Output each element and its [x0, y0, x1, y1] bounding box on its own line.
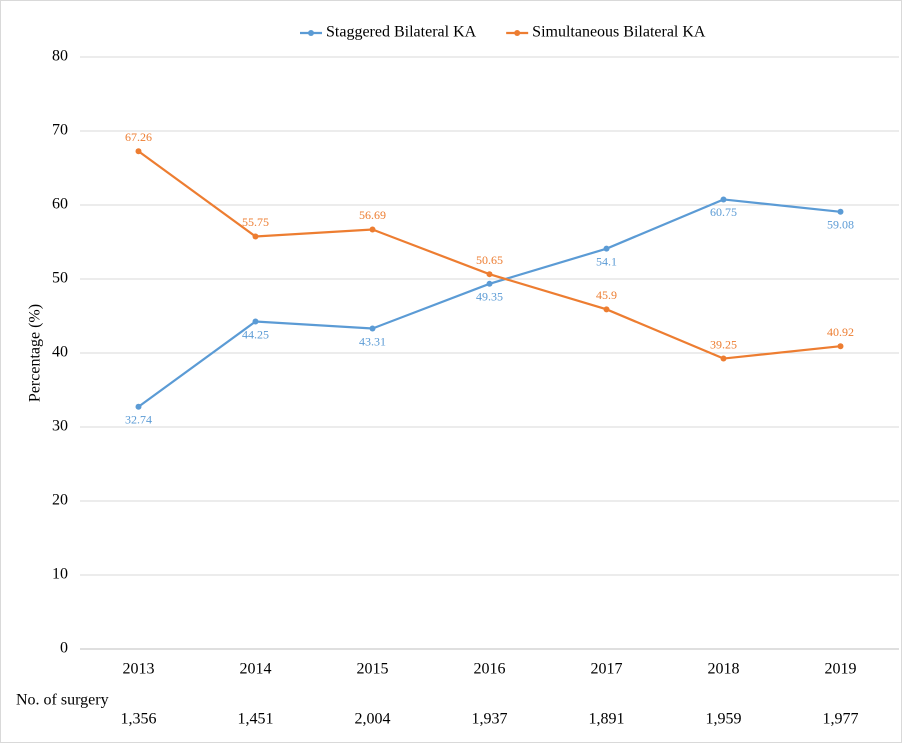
data-label: 39.25	[710, 337, 737, 351]
x-tick-label: 2013	[123, 661, 155, 678]
data-label: 67.26	[125, 130, 152, 144]
data-label: 56.69	[359, 208, 386, 222]
data-label: 60.75	[710, 205, 737, 219]
point	[720, 355, 727, 362]
surgery-count: 1,959	[706, 711, 742, 728]
x-tick-label: 2017	[591, 661, 623, 678]
x-tick-label: 2014	[240, 661, 272, 678]
point	[135, 148, 142, 155]
point	[486, 280, 493, 287]
legend-marker	[308, 30, 314, 36]
y-tick-label: 0	[60, 640, 68, 657]
y-axis-label: Percentage (%)	[27, 304, 44, 402]
data-label: 40.92	[827, 325, 854, 339]
y-tick-label: 80	[52, 48, 68, 65]
x-tick-label: 2016	[474, 661, 506, 678]
point	[720, 196, 727, 203]
surgery-count: 1,451	[238, 711, 274, 728]
point	[369, 226, 376, 233]
y-tick-label: 50	[52, 270, 68, 287]
point	[486, 271, 493, 278]
surgery-count: 1,977	[823, 711, 859, 728]
point	[252, 318, 259, 325]
data-label: 59.08	[827, 218, 854, 232]
y-tick-label: 40	[52, 344, 68, 361]
data-label: 55.75	[242, 215, 269, 229]
point	[369, 325, 376, 332]
data-label: 32.74	[125, 412, 152, 426]
y-tick-label: 70	[52, 122, 68, 139]
data-label: 43.31	[359, 334, 386, 348]
surgery-count: 1,356	[121, 711, 157, 728]
y-tick-label: 30	[52, 418, 68, 435]
point	[837, 343, 844, 350]
y-tick-label: 20	[52, 492, 68, 509]
y-tick-label: 10	[52, 566, 68, 583]
legend-marker	[514, 30, 521, 36]
data-label: 49.35	[476, 290, 503, 304]
point	[603, 306, 610, 313]
surgery-count: 1,937	[472, 711, 508, 728]
point	[837, 208, 844, 215]
data-label: 45.9	[596, 288, 617, 302]
point	[252, 233, 259, 240]
data-label: 50.65	[476, 253, 503, 267]
legend-label: Simultaneous Bilateral KA	[532, 24, 706, 41]
surgery-count: 1,891	[589, 711, 625, 728]
data-label: 54.1	[596, 254, 617, 268]
surgery-count-label: No. of surgery	[16, 692, 109, 709]
data-label: 44.25	[242, 327, 269, 341]
x-tick-label: 2018	[708, 661, 740, 678]
y-tick-label: 60	[52, 196, 68, 213]
point	[603, 245, 610, 252]
x-tick-label: 2019	[825, 661, 857, 678]
legend-label: Staggered Bilateral KA	[326, 24, 477, 41]
x-tick-label: 2015	[357, 661, 389, 678]
point	[135, 403, 142, 410]
surgery-count: 2,004	[355, 711, 391, 728]
